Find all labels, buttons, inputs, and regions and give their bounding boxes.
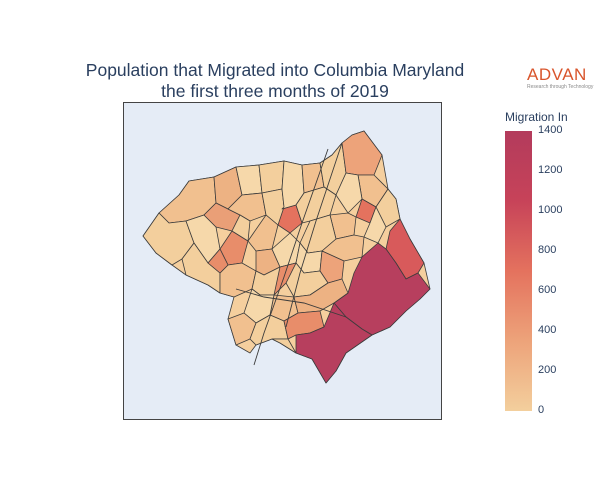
map-panel[interactable] — [123, 102, 442, 420]
map-region[interactable] — [335, 172, 363, 214]
road-line — [253, 148, 329, 366]
colorbar-tick-label: 0 — [538, 404, 545, 416]
colorbar-gradient — [505, 131, 532, 411]
map-region[interactable] — [295, 302, 373, 384]
map-region[interactable] — [271, 338, 297, 354]
map-region[interactable] — [219, 262, 257, 298]
colorbar-tick-label: 1200 — [538, 164, 563, 176]
colorbar — [505, 131, 532, 411]
map-region[interactable] — [273, 262, 297, 296]
colorbar-tick-label: 1000 — [538, 204, 563, 216]
map-region[interactable] — [375, 188, 401, 228]
logo-tagline: Research through Technology — [527, 84, 594, 90]
colorbar-tick-label: 800 — [538, 244, 557, 256]
map-region[interactable] — [258, 160, 285, 194]
chart-title-line2: the first three months of 2019 — [161, 81, 389, 101]
colorbar-tick-label: 200 — [538, 364, 557, 376]
colorbar-title: Migration In — [505, 110, 568, 124]
logo-name: ADVAN — [527, 65, 587, 84]
road-line — [285, 142, 343, 328]
chart-title: Population that Migrated into Columbia M… — [40, 60, 510, 102]
map-region[interactable] — [363, 206, 387, 244]
map-region[interactable] — [341, 130, 383, 176]
road-line — [235, 288, 347, 318]
colorbar-tick-label: 1400 — [538, 124, 563, 136]
choropleth-map[interactable] — [124, 103, 443, 421]
chart-title-line1: Population that Migrated into Columbia M… — [85, 60, 465, 80]
colorbar-tick-label: 400 — [538, 324, 557, 336]
map-region[interactable] — [207, 248, 229, 274]
map-region[interactable] — [231, 214, 251, 242]
advan-logo: ADVAN Research through Technology — [527, 65, 594, 91]
map-region[interactable] — [247, 214, 279, 252]
colorbar-tick-label: 600 — [538, 284, 557, 296]
